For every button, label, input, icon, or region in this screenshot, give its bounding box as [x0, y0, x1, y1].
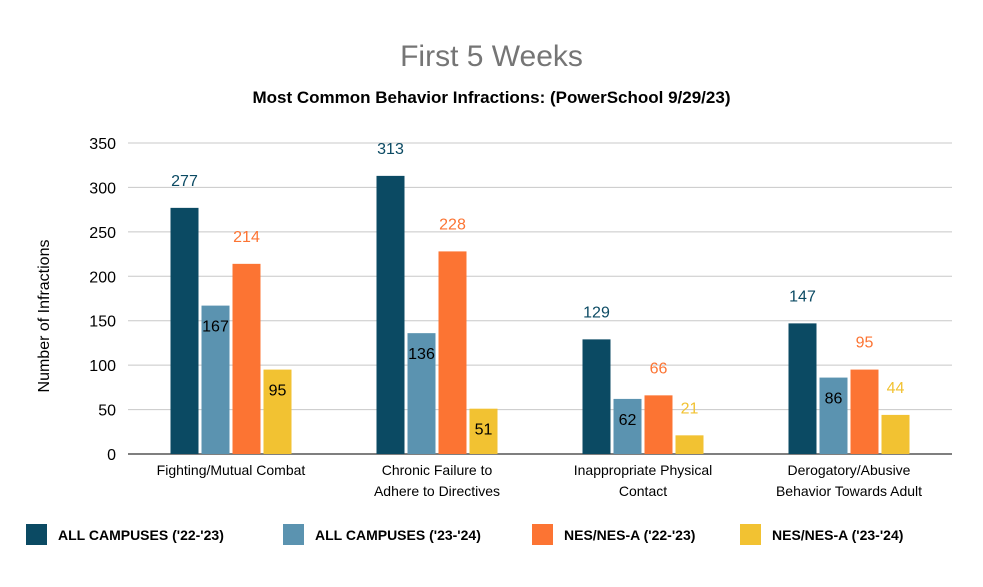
y-tick-label: 350	[89, 136, 116, 153]
chart-title: First 5 Weeks	[400, 40, 583, 73]
data-label: 66	[650, 360, 668, 377]
legend-label: NES/NES-A ('23-'24)	[772, 526, 904, 543]
data-label: 21	[681, 400, 699, 417]
legend-swatch	[740, 524, 761, 545]
legend-item: ALL CAMPUSES ('23-'24)	[283, 524, 481, 545]
x-category-label: Inappropriate Physical	[574, 462, 713, 478]
bar	[232, 263, 261, 454]
data-label: 313	[377, 141, 404, 158]
legend-label: ALL CAMPUSES ('23-'24)	[315, 526, 481, 543]
data-label: 277	[171, 173, 198, 190]
bar	[469, 408, 498, 454]
legend-swatch	[532, 524, 553, 545]
bar	[376, 175, 405, 454]
data-label: 129	[583, 304, 610, 321]
data-label: 167	[202, 319, 229, 336]
x-category-label: Fighting/Mutual Combat	[157, 462, 306, 478]
data-labels: 277 167 214 95 313 136 228 51 129 62 66 21 147 86 95 44	[171, 141, 904, 439]
bar	[675, 435, 704, 454]
bar	[644, 395, 673, 454]
bar	[788, 323, 817, 454]
legend-swatch	[26, 524, 47, 545]
y-tick-label: 50	[98, 403, 116, 420]
x-axis-categories: Fighting/Mutual Combat Chronic Failure to…	[157, 462, 922, 499]
bar	[850, 369, 879, 454]
x-category-label: Contact	[619, 483, 667, 499]
data-label: 95	[269, 383, 287, 400]
legend: ALL CAMPUSES ('22-'23) ALL CAMPUSES ('23-…	[0, 524, 983, 552]
y-tick-label: 250	[89, 225, 116, 242]
data-label: 136	[408, 346, 435, 363]
x-category-label: Adhere to Directives	[374, 483, 500, 499]
data-label: 44	[887, 380, 905, 397]
data-label: 214	[233, 229, 260, 246]
y-axis-label: Number of Infractions	[36, 240, 53, 393]
bar	[263, 369, 292, 454]
y-tick-label: 100	[89, 358, 116, 375]
data-label: 95	[856, 335, 874, 352]
y-tick-label: 200	[89, 269, 116, 286]
legend-label: NES/NES-A ('22-'23)	[564, 526, 696, 543]
data-label: 86	[825, 391, 843, 408]
x-category-label: Behavior Towards Adult	[776, 483, 922, 499]
legend-swatch	[283, 524, 304, 545]
x-category-label: Derogatory/Abusive	[788, 462, 911, 478]
bar	[438, 251, 467, 454]
data-label: 147	[789, 288, 816, 305]
data-label: 62	[619, 412, 637, 429]
legend-item: ALL CAMPUSES ('22-'23)	[26, 524, 224, 545]
y-tick-label: 0	[107, 447, 116, 464]
bar	[407, 333, 436, 454]
bar	[201, 305, 230, 454]
chart-subtitle: Most Common Behavior Infractions: (Power…	[252, 88, 731, 107]
bar	[881, 414, 910, 454]
legend-label: ALL CAMPUSES ('22-'23)	[58, 526, 224, 543]
bar	[819, 377, 848, 454]
legend-item: NES/NES-A ('22-'23)	[532, 524, 695, 545]
y-tick-label: 150	[89, 314, 116, 331]
bars	[170, 175, 910, 454]
bar	[582, 339, 611, 454]
x-category-label: Chronic Failure to	[382, 462, 493, 478]
y-axis-ticks: 0 50 100 150 200 250 300 350	[89, 136, 116, 464]
legend-item: NES/NES-A ('23-'24)	[740, 524, 903, 545]
bar	[613, 398, 642, 454]
bar	[170, 207, 199, 454]
data-label: 228	[439, 216, 466, 233]
y-tick-label: 300	[89, 180, 116, 197]
data-label: 51	[475, 422, 493, 439]
